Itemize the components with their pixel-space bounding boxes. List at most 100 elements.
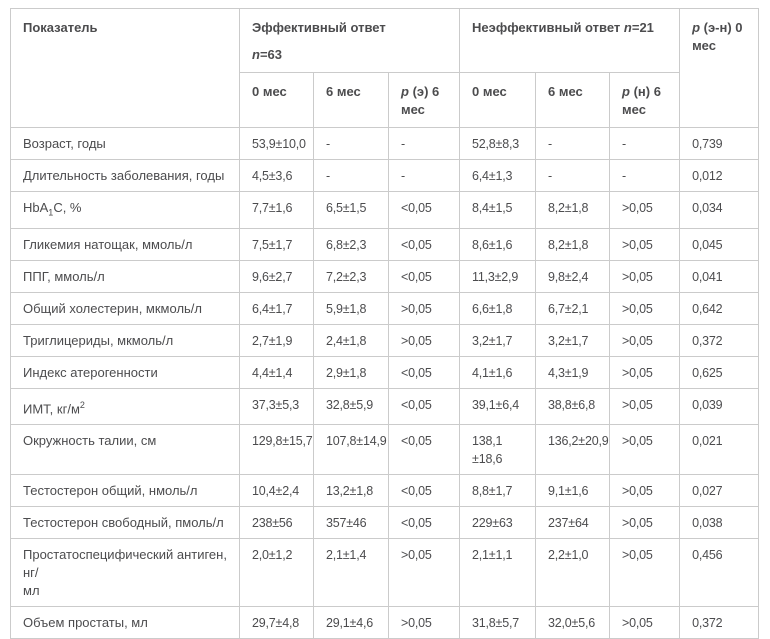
table-row: ППГ, ммоль/л 9,6±2,7 7,2±2,3 <0,05 11,3±2,9 9… <box>10 259 760 293</box>
col-header-eff-6mes: 6 мес <box>313 72 389 128</box>
cell: <0,05 <box>387 259 461 293</box>
cell: 9,6±2,7 <box>239 259 314 293</box>
row-label: HbA1C, % <box>10 191 240 229</box>
table-row: Возраст, годы 53,9±10,0- -52,8±8,3- -0,739 <box>10 127 760 160</box>
row-label: Объем простаты, мл <box>10 605 240 639</box>
n-variable: n <box>252 47 260 62</box>
row-label: Тестостерон свободный, пмоль/л <box>10 505 240 539</box>
table-row: Тестостерон свободный, пмоль/л 238±56 357±… <box>10 505 760 539</box>
table-row: Объем простаты, мл 29,7±4,8 29,1±4,6 >0,05 3… <box>10 605 760 639</box>
cell: >0,05 <box>387 605 461 639</box>
cell: - <box>313 127 389 160</box>
row-label: Гликемия натощак, ммоль/л <box>10 227 240 261</box>
col-header-indicator: Показатель <box>10 8 240 128</box>
cell: - <box>535 127 611 160</box>
table-body: Возраст, годы 53,9±10,0- -52,8±8,3- -0,739 Д… <box>10 127 760 639</box>
row-label: Триглицериды, мкмоль/л <box>10 323 240 357</box>
cell: 52,8±8,3 <box>459 127 537 160</box>
row-label: Простатоспецифический антиген, нг/ мл <box>10 537 240 607</box>
cell: 3,2±1,7 <box>459 323 537 357</box>
cell: 8,8±1,7 <box>459 473 537 507</box>
cell: 7,2±2,3 <box>313 259 389 293</box>
cell: 0,045 <box>679 227 760 261</box>
cell: 6,7±2,1 <box>535 291 611 325</box>
row-label: Длительность заболевания, годы <box>10 159 240 192</box>
cell: - <box>609 159 681 192</box>
cell: 4,1±1,6 <box>459 355 537 389</box>
cell: 53,9±10,0 <box>239 127 314 160</box>
col-header-ineffective-group: Неэффективный ответ n=21 <box>459 8 681 73</box>
table-row: Тестостерон общий, нмоль/л 10,4±2,4 13,2±1… <box>10 473 760 507</box>
cell: 2,2±1,0 <box>535 537 611 607</box>
cell: 13,2±1,8 <box>313 473 389 507</box>
cell: >0,05 <box>609 505 681 539</box>
cell: 6,4±1,3 <box>459 159 537 192</box>
row-label: ИМТ, кг/м2 <box>10 387 240 425</box>
effective-group-n: n=63 <box>252 46 453 64</box>
cell: 6,8±2,3 <box>313 227 389 261</box>
cell: 6,5±1,5 <box>313 191 389 229</box>
cell: >0,05 <box>609 355 681 389</box>
cell: 8,2±1,8 <box>535 227 611 261</box>
cell: 29,7±4,8 <box>239 605 314 639</box>
cell: 0,041 <box>679 259 760 293</box>
p-variable: p <box>622 84 630 99</box>
table-row: Простатоспецифический антиген, нг/ мл 2,0… <box>10 537 760 607</box>
table-row: Индекс атерогенности 4,4±1,4 2,9±1,8 <0,05 4… <box>10 355 760 389</box>
table-row: ИМТ, кг/м2 37,3±5,3 32,8±5,9 <0,05 39,1±6,4 3… <box>10 387 760 425</box>
cell: 2,0±1,2 <box>239 537 314 607</box>
col-header-ineff-0mes: 0 мес <box>459 72 537 128</box>
cell: 2,1±1,1 <box>459 537 537 607</box>
row-label: Общий холестерин, мкмоль/л <box>10 291 240 325</box>
cell: 8,4±1,5 <box>459 191 537 229</box>
row-label: Возраст, годы <box>10 127 240 160</box>
cell: 5,9±1,8 <box>313 291 389 325</box>
cell: 37,3±5,3 <box>239 387 314 425</box>
cell: 0,021 <box>679 423 760 475</box>
cell: 10,4±2,4 <box>239 473 314 507</box>
cell: <0,05 <box>387 473 461 507</box>
cell: 29,1±4,6 <box>313 605 389 639</box>
cell: 0,034 <box>679 191 760 229</box>
table-row: Гликемия натощак, ммоль/л 7,5±1,7 6,8±2,3 <… <box>10 227 760 261</box>
cell: 0,038 <box>679 505 760 539</box>
cell: - <box>313 159 389 192</box>
cell: 3,2±1,7 <box>535 323 611 357</box>
cell: 0,739 <box>679 127 760 160</box>
cell: 0,027 <box>679 473 760 507</box>
table-row: Окружность талии, см 129,8±15,7 107,8±14,9… <box>10 423 760 475</box>
cell: 8,6±1,6 <box>459 227 537 261</box>
col-header-ineff-6mes: 6 мес <box>535 72 611 128</box>
n-variable: n <box>623 20 632 35</box>
cell: 0,372 <box>679 323 760 357</box>
effective-group-title: Эффективный ответ <box>252 20 386 35</box>
p-variable: p <box>692 20 701 35</box>
cell: 38,8±6,8 <box>535 387 611 425</box>
cell: 238±56 <box>239 505 314 539</box>
cell: 2,1±1,4 <box>313 537 389 607</box>
cell: <0,05 <box>387 227 461 261</box>
col-header-p-ineff: p (н) 6 мес <box>609 72 681 128</box>
table-row: HbA1C, % 7,7±1,6 6,5±1,5 <0,05 8,4±1,5 8,2±1,… <box>10 191 760 229</box>
header-group-row: Показатель Эффективный ответ n=63 Неэффе… <box>10 8 760 128</box>
cell: >0,05 <box>609 423 681 475</box>
cell: <0,05 <box>387 355 461 389</box>
cell: 31,8±5,7 <box>459 605 537 639</box>
p-eff-label: (э) 6 мес <box>401 84 440 117</box>
n-value: =63 <box>259 47 283 62</box>
table-header: Показатель Эффективный ответ n=63 Неэффе… <box>10 8 760 128</box>
cell: 6,4±1,7 <box>239 291 314 325</box>
row-label: Тестостерон общий, нмоль/л <box>10 473 240 507</box>
cell: <0,05 <box>387 387 461 425</box>
cell: >0,05 <box>609 191 681 229</box>
cell: >0,05 <box>387 291 461 325</box>
cell: 138,1 ±18,6 <box>459 423 537 475</box>
cell: 6,6±1,8 <box>459 291 537 325</box>
cell: 2,7±1,9 <box>239 323 314 357</box>
ineffective-group-title: Неэффективный ответ <box>472 20 624 35</box>
cell: 107,8±14,9 <box>313 423 389 475</box>
cell: 39,1±6,4 <box>459 387 537 425</box>
cell: <0,05 <box>387 191 461 229</box>
cell: >0,05 <box>609 291 681 325</box>
cell: 0,039 <box>679 387 760 425</box>
